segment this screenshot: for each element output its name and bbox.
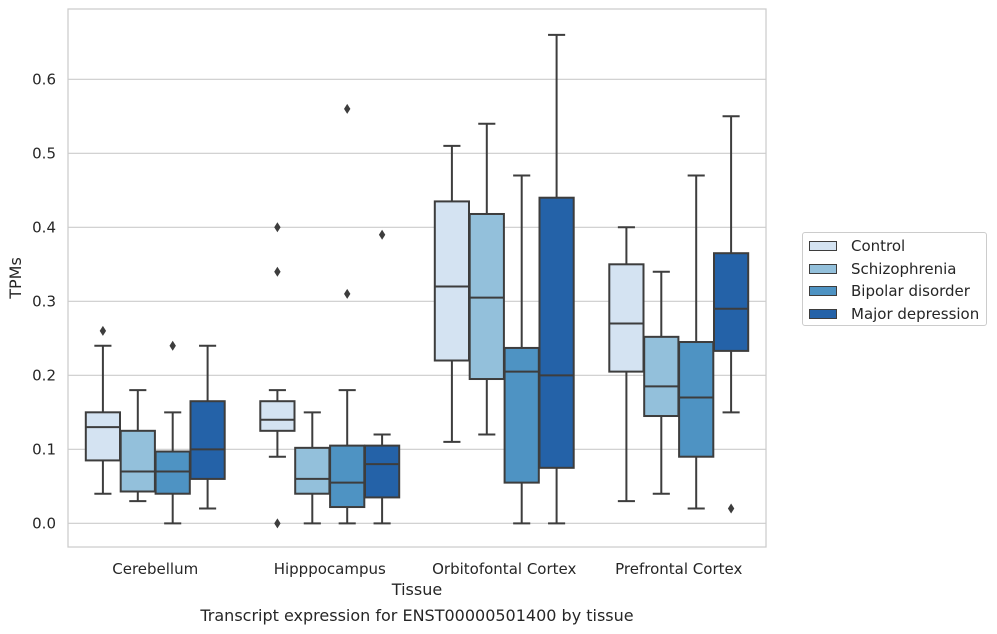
box-3-3: [712, 115, 750, 514]
x-tick-label: Prefrontal Cortex: [615, 560, 742, 578]
box-0-2: [154, 340, 191, 525]
box-iqr: [538, 196, 575, 469]
box-3-0: [608, 226, 645, 503]
box-1-3: [363, 229, 401, 525]
box-iqr: [643, 335, 680, 418]
box-iqr: [608, 263, 645, 373]
boxplots: [84, 33, 750, 529]
outlier-marker: [99, 325, 107, 336]
plot-area-frame: [67, 8, 767, 548]
y-tick-label: 0.5: [32, 144, 56, 162]
box-0-0: [84, 325, 122, 495]
box-iqr: [678, 341, 715, 458]
outlier-marker: [274, 222, 281, 233]
legend: Control Schizophrenia Bipolar disorder Majo…: [802, 232, 987, 326]
x-tick-label: Hipppocampus: [274, 560, 386, 578]
outlier-marker: [274, 518, 281, 529]
y-axis-label: TPMs: [6, 257, 25, 300]
y-tick-label: 0.4: [32, 218, 56, 236]
outlier-marker: [378, 229, 386, 240]
legend-swatch: [809, 241, 837, 251]
legend-swatch: [809, 286, 837, 296]
outlier-marker: [169, 340, 176, 351]
legend-item: Major depression: [809, 304, 979, 324]
box-iqr: [363, 444, 401, 499]
box-2-2: [503, 174, 540, 525]
legend-label: Control: [851, 237, 906, 255]
box-iqr: [119, 429, 156, 493]
box-iqr: [503, 346, 540, 484]
legend-swatch: [809, 308, 837, 319]
y-tick-label: 0.2: [32, 366, 56, 384]
legend-swatch: [809, 263, 837, 274]
x-tick-label: Orbitofontal Cortex: [432, 560, 576, 578]
box-2-1: [468, 122, 505, 436]
outlier-marker: [727, 503, 735, 514]
box-3-2: [678, 174, 715, 510]
box-iqr: [189, 400, 226, 480]
legend-label: Schizophrenia: [851, 259, 957, 278]
legend-label: Major depression: [851, 304, 980, 323]
box-iqr: [294, 446, 331, 495]
legend-item: Bipolar disorder: [809, 281, 970, 301]
x-tick-labels: Cerebellum Hipppocampus Orbitofontal Corte…: [112, 560, 742, 578]
figure-caption: Transcript expression for ENST0000050140…: [200, 606, 634, 625]
y-tick-labels: 0.0 0.1 0.2 0.3 0.4 0.5 0.6: [32, 70, 56, 532]
y-tick-label: 0.3: [32, 292, 56, 310]
box-2-0: [433, 144, 471, 443]
box-0-3: [189, 344, 226, 510]
legend-label: Bipolar disorder: [851, 282, 970, 300]
box-iqr: [433, 200, 471, 362]
outlier-marker: [344, 288, 351, 299]
y-tick-label: 0.1: [32, 440, 56, 458]
box-2-3: [538, 33, 575, 525]
legend-item: Control: [809, 236, 905, 256]
box-iqr: [329, 444, 366, 509]
box-iqr: [468, 212, 505, 381]
box-iqr: [712, 252, 750, 352]
box-iqr: [84, 411, 122, 462]
box-3-1: [643, 270, 680, 495]
legend-item: Schizophrenia: [809, 259, 956, 279]
gridlines: [68, 78, 766, 524]
outlier-marker: [344, 103, 351, 114]
outlier-marker: [274, 266, 281, 277]
y-tick-label: 0.6: [32, 70, 56, 88]
box-iqr: [154, 450, 191, 495]
box-0-1: [119, 389, 156, 503]
box-1-1: [294, 411, 331, 525]
x-axis-label: Tissue: [391, 580, 442, 599]
box-1-0: [259, 222, 296, 529]
x-tick-label: Cerebellum: [112, 560, 198, 578]
y-tick-label: 0.0: [32, 514, 56, 532]
box-iqr: [259, 400, 296, 432]
box-1-2: [329, 103, 366, 525]
